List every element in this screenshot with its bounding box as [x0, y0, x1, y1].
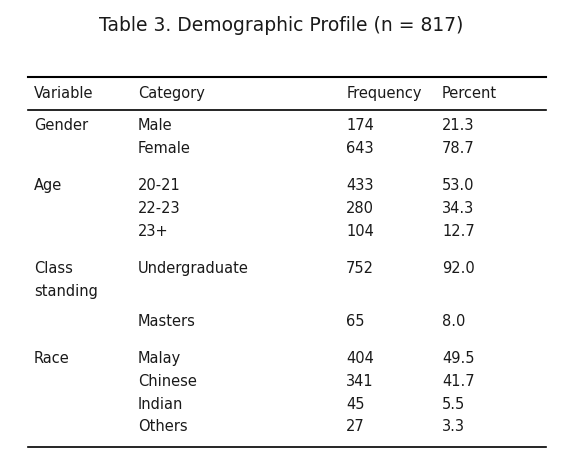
- Text: 752: 752: [346, 261, 374, 276]
- Text: 20-21: 20-21: [138, 178, 181, 193]
- Text: Race: Race: [34, 351, 69, 366]
- Text: 45: 45: [346, 397, 365, 411]
- Text: Gender: Gender: [34, 118, 88, 133]
- Text: 34.3: 34.3: [442, 201, 474, 216]
- Text: 3.3: 3.3: [442, 419, 465, 434]
- Text: 22-23: 22-23: [138, 201, 181, 216]
- Text: 104: 104: [346, 224, 374, 239]
- Text: 23+: 23+: [138, 224, 168, 239]
- Text: 78.7: 78.7: [442, 141, 475, 156]
- Text: 21.3: 21.3: [442, 118, 475, 133]
- Text: 41.7: 41.7: [442, 374, 475, 389]
- Text: Class: Class: [34, 261, 73, 276]
- Text: 27: 27: [346, 419, 365, 434]
- Text: Frequency: Frequency: [346, 86, 422, 101]
- Text: 8.0: 8.0: [442, 314, 466, 329]
- Text: Percent: Percent: [442, 86, 497, 101]
- Text: 12.7: 12.7: [442, 224, 475, 239]
- Text: Variable: Variable: [34, 86, 93, 101]
- Text: Undergraduate: Undergraduate: [138, 261, 249, 276]
- Text: Category: Category: [138, 86, 205, 101]
- Text: 643: 643: [346, 141, 374, 156]
- Text: 341: 341: [346, 374, 374, 389]
- Text: 404: 404: [346, 351, 374, 366]
- Text: Others: Others: [138, 419, 187, 434]
- Text: 280: 280: [346, 201, 374, 216]
- Text: Malay: Malay: [138, 351, 181, 366]
- Text: 49.5: 49.5: [442, 351, 475, 366]
- Text: Indian: Indian: [138, 397, 184, 411]
- Text: Table 3. Demographic Profile (n = 817): Table 3. Demographic Profile (n = 817): [99, 16, 464, 35]
- Text: Chinese: Chinese: [138, 374, 197, 389]
- Text: Masters: Masters: [138, 314, 196, 329]
- Text: 53.0: 53.0: [442, 178, 475, 193]
- Text: Female: Female: [138, 141, 191, 156]
- Text: standing: standing: [34, 284, 97, 299]
- Text: 174: 174: [346, 118, 374, 133]
- Text: 5.5: 5.5: [442, 397, 465, 411]
- Text: Age: Age: [34, 178, 62, 193]
- Text: 65: 65: [346, 314, 365, 329]
- Text: Male: Male: [138, 118, 173, 133]
- Text: 92.0: 92.0: [442, 261, 475, 276]
- Text: 433: 433: [346, 178, 374, 193]
